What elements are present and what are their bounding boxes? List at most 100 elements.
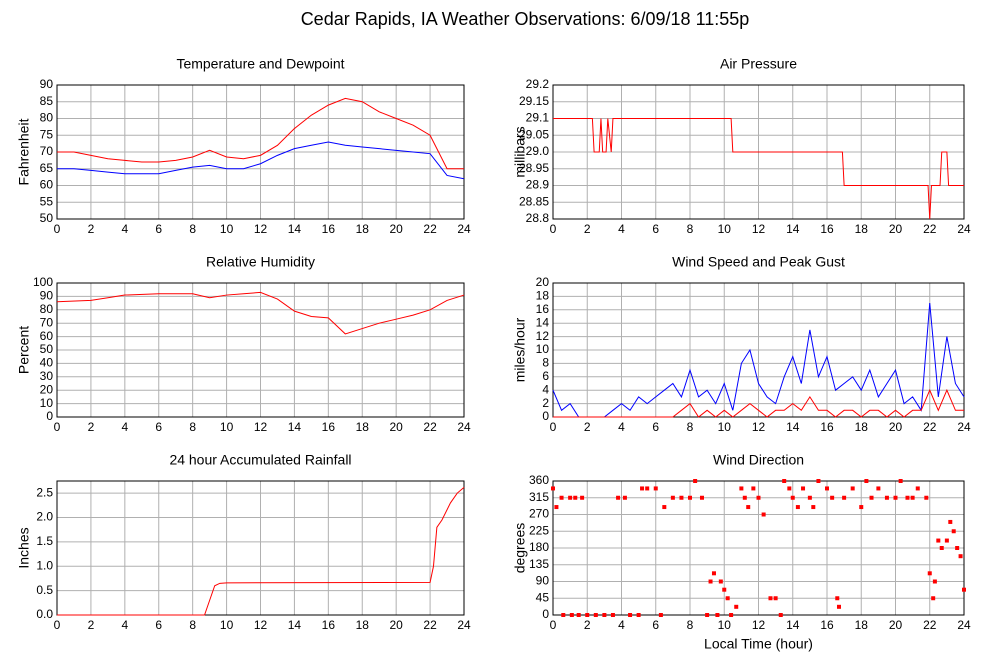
- data-point: [636, 613, 641, 617]
- data-line: [552, 303, 965, 418]
- x-tick-label: 10: [220, 420, 234, 434]
- data-point: [699, 495, 704, 500]
- y-tick-label: 70: [40, 315, 54, 329]
- y-tick-label: 180: [529, 540, 549, 554]
- y-tick-label: 29.05: [519, 127, 549, 141]
- y-tick-label: 30: [40, 369, 54, 383]
- x-tick-label: 20: [889, 420, 903, 434]
- x-tick-label: 0: [550, 420, 557, 434]
- x-tick-label: 18: [855, 420, 869, 434]
- y-tick-label: 8: [542, 356, 549, 370]
- panel-title: Relative Humidity: [206, 254, 315, 270]
- x-tick-label: 10: [220, 222, 234, 236]
- x-tick-label: 6: [652, 222, 659, 236]
- x-tick-label: 24: [457, 618, 471, 632]
- y-tick-label: 1.0: [36, 558, 53, 572]
- data-point: [559, 495, 564, 500]
- x-tick-label: 12: [254, 618, 268, 632]
- x-tick-label: 4: [121, 618, 128, 632]
- data-point: [551, 486, 555, 491]
- x-tick-label: 0: [54, 420, 61, 434]
- y-tick-label: 60: [40, 178, 54, 192]
- y-tick-label: 18: [536, 289, 550, 303]
- y-tick-label: 0: [542, 409, 549, 423]
- data-point: [836, 604, 841, 609]
- x-tick-label: 10: [718, 420, 732, 434]
- data-point: [746, 505, 751, 510]
- data-point: [876, 486, 881, 491]
- y-axis-label: millibars: [512, 126, 528, 177]
- data-point: [939, 546, 944, 550]
- data-point: [653, 486, 658, 491]
- x-tick-label: 6: [155, 618, 162, 632]
- y-tick-label: 6: [542, 369, 549, 383]
- y-tick-label: 2.0: [36, 510, 53, 524]
- x-tick-label: 2: [584, 618, 591, 632]
- x-tick-label: 14: [288, 618, 302, 632]
- data-point: [884, 495, 889, 500]
- x-tick-label: 2: [88, 420, 95, 434]
- y-tick-label: 2: [542, 396, 549, 410]
- x-tick-label: 20: [889, 618, 903, 632]
- data-point: [951, 529, 956, 534]
- x-tick-label: 22: [923, 420, 937, 434]
- data-point: [670, 495, 675, 500]
- x-tick-label: 18: [356, 618, 370, 632]
- y-tick-label: 14: [536, 315, 550, 329]
- data-point: [842, 495, 847, 500]
- data-point: [955, 546, 960, 550]
- y-tick-label: 270: [529, 507, 549, 521]
- data-line: [57, 97, 464, 170]
- x-tick-label: 4: [618, 618, 625, 632]
- x-tick-label: 8: [189, 618, 196, 632]
- y-tick-label: 55: [40, 194, 54, 208]
- x-tick-label: 12: [752, 420, 766, 434]
- data-point: [711, 571, 716, 576]
- y-tick-label: 10: [536, 342, 550, 356]
- data-point: [787, 486, 792, 491]
- y-tick-label: 28.95: [519, 161, 549, 175]
- y-tick-label: 0.5: [36, 583, 53, 597]
- y-tick-label: 28.9: [526, 178, 550, 192]
- data-point: [739, 486, 744, 491]
- x-tick-label: 20: [389, 222, 403, 236]
- y-tick-label: 65: [40, 161, 54, 175]
- x-tick-label: 22: [923, 618, 937, 632]
- data-point: [718, 579, 723, 584]
- data-point: [561, 613, 566, 617]
- y-axis-label: degrees: [512, 523, 528, 574]
- y-tick-label: 0: [542, 607, 549, 621]
- x-tick-label: 12: [254, 420, 268, 434]
- data-point: [729, 613, 734, 617]
- y-tick-label: 315: [529, 490, 549, 504]
- data-point: [944, 538, 949, 543]
- panel-title: 24 hour Accumulated Rainfall: [169, 452, 351, 468]
- data-point: [948, 519, 953, 524]
- data-point: [616, 495, 621, 500]
- data-point: [708, 579, 713, 584]
- data-point: [693, 479, 698, 483]
- y-tick-label: 29.2: [526, 77, 550, 91]
- data-point: [715, 613, 720, 617]
- data-line: [553, 118, 964, 220]
- data-point: [915, 486, 920, 491]
- x-tick-label: 14: [786, 420, 800, 434]
- y-axis-label: miles/hour: [512, 317, 528, 382]
- x-tick-label: 14: [288, 222, 302, 236]
- data-line: [57, 141, 465, 180]
- y-tick-label: 20: [40, 382, 54, 396]
- y-tick-label: 0: [46, 409, 53, 423]
- x-tick-label: 6: [155, 420, 162, 434]
- data-point: [576, 613, 581, 617]
- y-tick-label: 90: [40, 289, 54, 303]
- x-tick-label: 0: [550, 222, 557, 236]
- x-tick-label: 10: [220, 618, 234, 632]
- x-tick-label: 20: [889, 222, 903, 236]
- x-tick-label: 24: [457, 420, 471, 434]
- data-point: [662, 505, 667, 510]
- y-tick-label: 85: [40, 94, 54, 108]
- y-tick-label: 10: [40, 396, 54, 410]
- x-tick-label: 22: [423, 420, 437, 434]
- data-line: [553, 388, 964, 418]
- data-point: [705, 613, 710, 617]
